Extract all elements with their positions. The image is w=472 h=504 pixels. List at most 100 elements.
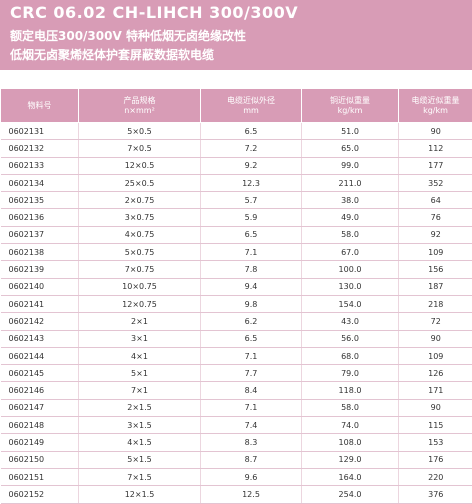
header-line: kg/km [302, 106, 398, 116]
table-cell: 9.4 [201, 278, 302, 295]
table-cell: 0602142 [1, 313, 79, 330]
table-cell: 0602150 [1, 451, 79, 468]
table-cell: 0602134 [1, 174, 79, 191]
subtitle: 额定电压300/300V 特种低烟无卤绝缘改性 [10, 27, 246, 44]
table-cell: 3×1 [79, 330, 201, 347]
table-cell: 99.0 [302, 157, 399, 174]
table-cell: 352 [399, 174, 472, 191]
table-cell: 51.0 [302, 123, 399, 140]
table-cell: 0602131 [1, 123, 79, 140]
header-line: n×mm² [79, 106, 200, 116]
table-cell: 12×0.5 [79, 157, 201, 174]
table-cell: 129.0 [302, 451, 399, 468]
table-cell: 0602133 [1, 157, 79, 174]
table-cell: 0602139 [1, 261, 79, 278]
table-cell: 7.1 [201, 244, 302, 261]
header-line: 电缆近似重量 [399, 96, 472, 106]
table-cell: 8.3 [201, 434, 302, 451]
table-cell: 0602140 [1, 278, 79, 295]
table-cell: 211.0 [302, 174, 399, 191]
header-line: 电缆近似外径 [201, 96, 301, 106]
table-cell: 0602145 [1, 365, 79, 382]
table-cell: 92 [399, 226, 472, 243]
table-cell: 7.7 [201, 365, 302, 382]
table-cell: 0602149 [1, 434, 79, 451]
table-cell: 5×0.5 [79, 123, 201, 140]
table-cell: 2×0.75 [79, 192, 201, 209]
table-cell: 5.7 [201, 192, 302, 209]
table-cell: 74.0 [302, 417, 399, 434]
table-cell: 100.0 [302, 261, 399, 278]
table-cell: 176 [399, 451, 472, 468]
header-line: 产品规格 [79, 96, 200, 106]
table-cell: 0602148 [1, 417, 79, 434]
table-cell: 0602132 [1, 140, 79, 157]
table-cell: 6.5 [201, 226, 302, 243]
table-cell: 112 [399, 140, 472, 157]
table-cell: 0602152 [1, 486, 79, 503]
table-cell: 177 [399, 157, 472, 174]
table-cell: 58.0 [302, 226, 399, 243]
table-cell: 7.8 [201, 261, 302, 278]
table-cell: 7×0.75 [79, 261, 201, 278]
table-cell: 12×1.5 [79, 486, 201, 503]
table-cell: 187 [399, 278, 472, 295]
table-cell: 109 [399, 244, 472, 261]
table-cell: 49.0 [302, 209, 399, 226]
table-cell: 5×1.5 [79, 451, 201, 468]
table-cell: 8.4 [201, 382, 302, 399]
table-cell: 2×1 [79, 313, 201, 330]
table-cell: 7×1.5 [79, 468, 201, 485]
table-cell: 4×1 [79, 347, 201, 364]
table-cell: 7.4 [201, 417, 302, 434]
table-cell: 25×0.5 [79, 174, 201, 191]
table-cell: 156 [399, 261, 472, 278]
table-cell: 4×1.5 [79, 434, 201, 451]
table-cell: 0602137 [1, 226, 79, 243]
table-cell: 90 [399, 123, 472, 140]
table-cell: 0602143 [1, 330, 79, 347]
table-cell: 3×1.5 [79, 417, 201, 434]
table-cell: 164.0 [302, 468, 399, 485]
header-line: mm [201, 106, 301, 116]
table-cell: 0602146 [1, 382, 79, 399]
table-cell: 7.1 [201, 347, 302, 364]
table-cell: 2×1.5 [79, 399, 201, 416]
table-cell: 9.2 [201, 157, 302, 174]
table-cell: 5×1 [79, 365, 201, 382]
table-cell: 90 [399, 330, 472, 347]
header-line: kg/km [399, 106, 472, 116]
table-cell: 5.9 [201, 209, 302, 226]
table-cell: 76 [399, 209, 472, 226]
table-cell: 12.3 [201, 174, 302, 191]
table-cell: 0602144 [1, 347, 79, 364]
table-cell: 72 [399, 313, 472, 330]
table-cell: 0602135 [1, 192, 79, 209]
table-cell: 8.7 [201, 451, 302, 468]
table-cell: 79.0 [302, 365, 399, 382]
table-cell: 153 [399, 434, 472, 451]
table-cell: 67.0 [302, 244, 399, 261]
header-line: 物料号 [1, 101, 78, 111]
